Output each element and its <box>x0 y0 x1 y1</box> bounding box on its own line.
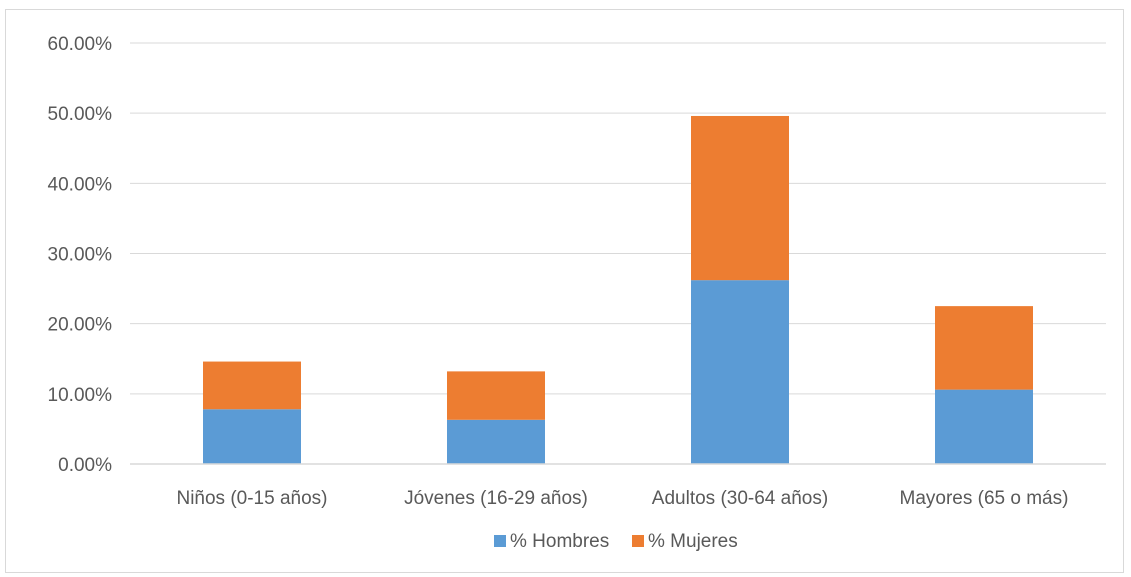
bar-segment-hombres <box>935 389 1033 464</box>
legend-swatch <box>632 535 644 547</box>
x-axis-ticks: Niños (0-15 años) Jóvenes (16-29 años) Adu… <box>176 488 1068 509</box>
chart-area: 0.00% 10.00% 20.00% 30.00% 40.00% 50.00% 60.00… <box>5 9 1124 573</box>
y-tick-label: 40.00% <box>48 174 113 195</box>
legend-swatch <box>494 535 506 547</box>
x-tick-label: Jóvenes (16-29 años) <box>404 488 588 509</box>
bars <box>203 115 1033 464</box>
legend-label: % Mujeres <box>648 531 738 552</box>
bar-segment-hombres <box>691 280 789 464</box>
stacked-bar-chart: 0.00% 10.00% 20.00% 30.00% 40.00% 50.00% 60.00… <box>48 34 1106 552</box>
bar-segment-mujeres <box>203 361 301 410</box>
bar-segment-hombres <box>447 419 545 464</box>
bar-segment-mujeres <box>691 115 789 281</box>
bar-segment-mujeres <box>447 371 545 420</box>
legend-item-hombres: % Hombres <box>494 531 609 552</box>
legend-item-mujeres: % Mujeres <box>632 531 738 552</box>
y-tick-label: 0.00% <box>58 455 112 476</box>
y-tick-label: 30.00% <box>48 245 113 266</box>
y-tick-label: 60.00% <box>48 34 113 55</box>
legend: % Hombres % Mujeres <box>494 531 738 552</box>
y-tick-label: 50.00% <box>48 104 113 125</box>
y-tick-label: 10.00% <box>48 385 113 406</box>
y-tick-label: 20.00% <box>48 315 113 336</box>
legend-label: % Hombres <box>510 531 609 552</box>
x-tick-label: Adultos (30-64 años) <box>652 488 828 509</box>
bar-segment-mujeres <box>935 306 1033 390</box>
x-tick-label: Mayores (65 o más) <box>900 488 1069 509</box>
y-axis-ticks: 0.00% 10.00% 20.00% 30.00% 40.00% 50.00% 60.00… <box>48 34 113 476</box>
x-tick-label: Niños (0-15 años) <box>176 488 327 509</box>
bar-segment-hombres <box>203 409 301 464</box>
